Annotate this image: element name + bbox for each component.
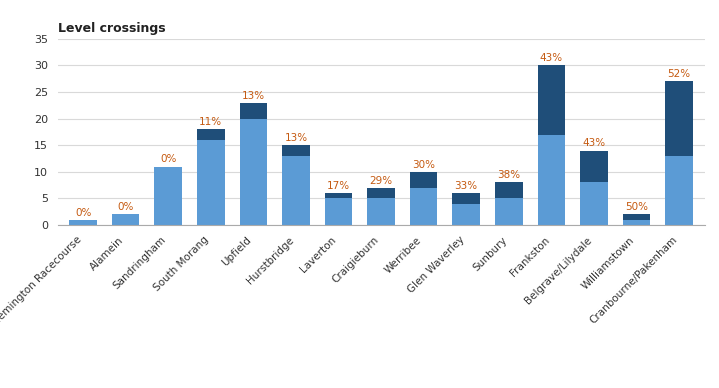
Bar bbox=[197, 129, 224, 140]
Text: 29%: 29% bbox=[370, 176, 393, 186]
Text: 52%: 52% bbox=[667, 69, 691, 79]
Bar bbox=[580, 182, 608, 225]
Bar bbox=[410, 188, 437, 225]
Text: 43%: 43% bbox=[582, 139, 605, 149]
Bar bbox=[282, 145, 310, 156]
Bar bbox=[155, 166, 182, 225]
Text: 13%: 13% bbox=[284, 133, 308, 143]
Text: 0%: 0% bbox=[117, 202, 134, 212]
Bar bbox=[580, 151, 608, 182]
Bar bbox=[623, 215, 651, 220]
Bar bbox=[239, 119, 267, 225]
Bar bbox=[538, 66, 565, 135]
Text: 0%: 0% bbox=[160, 154, 176, 165]
Bar bbox=[495, 182, 523, 198]
Text: 13%: 13% bbox=[242, 90, 265, 100]
Bar bbox=[452, 193, 480, 204]
Bar bbox=[452, 204, 480, 225]
Bar bbox=[623, 220, 651, 225]
Bar bbox=[111, 215, 139, 225]
Text: 50%: 50% bbox=[625, 202, 648, 212]
Bar bbox=[239, 103, 267, 119]
Bar bbox=[665, 81, 693, 156]
Text: 17%: 17% bbox=[327, 181, 350, 191]
Bar bbox=[495, 198, 523, 225]
Bar bbox=[69, 220, 97, 225]
Text: 38%: 38% bbox=[498, 170, 521, 180]
Legend: Level crossings remaining, Level crossings to be removed by LXRP: Level crossings remaining, Level crossin… bbox=[165, 383, 597, 388]
Bar bbox=[325, 198, 352, 225]
Text: 11%: 11% bbox=[199, 117, 222, 127]
Text: 0%: 0% bbox=[75, 208, 91, 218]
Bar bbox=[367, 198, 395, 225]
Text: 43%: 43% bbox=[540, 53, 563, 63]
Text: 30%: 30% bbox=[412, 160, 435, 170]
Text: 33%: 33% bbox=[454, 181, 478, 191]
Bar bbox=[197, 140, 224, 225]
Text: Level crossings: Level crossings bbox=[58, 22, 165, 35]
Bar bbox=[538, 135, 565, 225]
Bar bbox=[410, 172, 437, 188]
Bar bbox=[282, 156, 310, 225]
Bar bbox=[325, 193, 352, 198]
Bar bbox=[665, 156, 693, 225]
Bar bbox=[367, 188, 395, 198]
